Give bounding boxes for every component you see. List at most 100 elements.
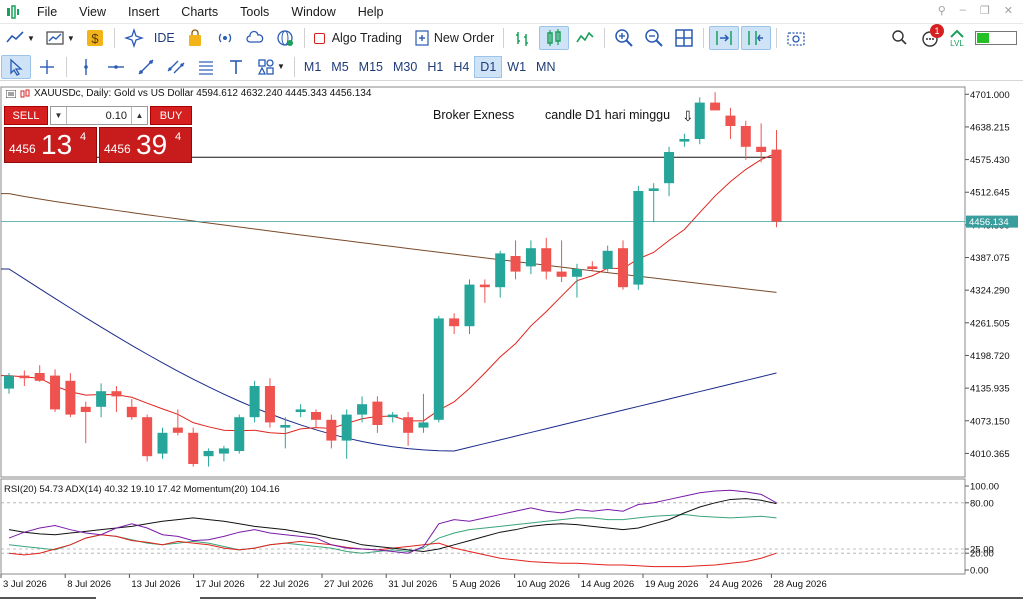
menu-help[interactable]: Help <box>357 4 384 19</box>
new-order-button[interactable]: New Order <box>408 26 498 50</box>
menu-window[interactable]: Window <box>291 4 336 19</box>
cursor-tool[interactable] <box>1 54 31 79</box>
candle <box>618 240 628 290</box>
sell-button[interactable]: SELL <box>4 106 48 125</box>
crosshair-icon <box>40 59 54 74</box>
candle <box>449 313 460 334</box>
candle-body <box>295 409 306 412</box>
pin-icon[interactable]: ⚲ <box>937 5 946 17</box>
timeframe-m15[interactable]: M15 <box>358 59 383 74</box>
down-arrow-icon[interactable]: ⇩ <box>682 108 694 124</box>
timeframe-m5[interactable]: M5 <box>331 59 349 74</box>
candle <box>34 365 45 382</box>
moving-average-blue <box>1 268 777 452</box>
time-axis-label: 5 Aug 2026 <box>452 579 500 590</box>
zoom-in-button[interactable] <box>610 26 638 50</box>
channel-tool[interactable] <box>162 55 190 79</box>
chart-type-dropdown[interactable]: ▼ <box>1 26 39 50</box>
price-chart[interactable]: 4701.0004638.2154575.4304512.6454449.860… <box>0 84 1023 601</box>
auto-scroll-button[interactable] <box>709 26 740 50</box>
vps-button[interactable] <box>241 26 269 50</box>
vertical-line-icon <box>84 58 88 75</box>
lot-size-input[interactable]: 0.10 <box>105 109 127 122</box>
template-dropdown[interactable]: ▼ <box>41 26 79 50</box>
timeframe-m30[interactable]: M30 <box>393 59 418 74</box>
shop-button[interactable] <box>181 26 209 50</box>
candle <box>341 409 352 459</box>
zoom-out-button[interactable] <box>640 26 668 50</box>
menu-charts[interactable]: Charts <box>181 4 219 19</box>
search-icon <box>892 30 907 45</box>
fibonacci-tool[interactable] <box>192 55 220 79</box>
screenshot-button[interactable] <box>782 26 810 50</box>
market-button[interactable]: $ <box>81 26 109 50</box>
tile-windows-button[interactable] <box>670 26 698 50</box>
search-button[interactable] <box>886 26 914 50</box>
candlestick-icon <box>547 29 562 46</box>
horizontal-line-icon <box>108 64 124 69</box>
timeframe-d1[interactable]: D1 <box>474 55 503 78</box>
sell-price-box[interactable]: 4456 13 4 <box>4 127 97 163</box>
candle-body <box>111 391 122 397</box>
notifications-button[interactable]: 1 <box>916 24 944 50</box>
menu-view[interactable]: View <box>79 4 107 19</box>
level-icon <box>950 29 964 38</box>
timeframe-m1[interactable]: M1 <box>303 59 322 74</box>
annotation-candle[interactable]: candle D1 hari minggu <box>545 108 671 122</box>
minimize-icon[interactable]: – <box>959 4 966 16</box>
price-axis-label: 4324.290 <box>970 286 1010 297</box>
signals-broadcast-button[interactable] <box>211 26 239 50</box>
candlestick-chart-button[interactable] <box>539 26 570 50</box>
menu-tools[interactable]: Tools <box>240 4 270 19</box>
trendline-tool[interactable] <box>132 55 160 79</box>
time-axis-label: 10 Aug 2026 <box>517 579 570 590</box>
restore-icon[interactable]: ❐ <box>979 5 990 17</box>
time-axis-label: 31 Jul 2026 <box>388 579 437 590</box>
timeframe-w1[interactable]: W1 <box>507 59 527 74</box>
candle-body <box>249 386 260 418</box>
metatrader-app-icon[interactable] <box>6 4 20 19</box>
candle-body <box>510 256 521 272</box>
candle <box>4 373 14 394</box>
increase-lot-icon[interactable]: ▲ <box>131 107 147 124</box>
menu-insert[interactable]: Insert <box>128 4 160 19</box>
bar-chart-icon <box>516 32 529 46</box>
buy-button[interactable]: BUY <box>150 106 192 125</box>
ide-button[interactable]: IDE <box>153 31 175 45</box>
menu-file[interactable]: File <box>37 4 58 19</box>
vertical-line-tool[interactable] <box>72 55 100 79</box>
close-icon[interactable]: ✕ <box>1003 5 1013 17</box>
price-axis-label: 4638.215 <box>970 122 1010 133</box>
buy-price-box[interactable]: 4456 39 4 <box>99 127 192 163</box>
community-button[interactable] <box>271 26 299 50</box>
crosshair-tool[interactable] <box>33 55 61 79</box>
lvl-button[interactable]: LVL <box>946 26 968 50</box>
candle <box>142 414 153 462</box>
candle <box>710 92 721 111</box>
candle <box>633 185 644 290</box>
chart-shift-button[interactable] <box>741 26 772 50</box>
timeframe-h1[interactable]: H1 <box>427 59 444 74</box>
lot-size-stepper[interactable]: ▼ 0.10 ▲ <box>50 106 148 125</box>
shapes-dropdown[interactable]: ▼ <box>252 55 289 79</box>
signals-button[interactable] <box>120 26 148 50</box>
fibonacci-icon <box>199 60 213 75</box>
decrease-lot-icon[interactable]: ▼ <box>51 107 67 124</box>
current-price-tag <box>966 215 1018 228</box>
chart-window[interactable]: 4701.0004638.2154575.4304512.6454449.860… <box>0 84 1023 601</box>
candle-body <box>479 284 490 288</box>
candle <box>172 409 183 436</box>
drawing-toolbar: ▼ M1 M5 M15 M30 H1 H4 D1 W1 MN <box>0 53 1023 81</box>
horizontal-line-tool[interactable] <box>102 55 130 79</box>
line-chart-button[interactable] <box>571 26 599 50</box>
time-axis-label: 14 Aug 2026 <box>581 579 634 590</box>
timeframe-mn[interactable]: MN <box>536 59 556 74</box>
bar-chart-button[interactable] <box>509 26 537 50</box>
timeframe-h4[interactable]: H4 <box>453 59 470 74</box>
annotation-broker[interactable]: Broker Exness <box>433 108 515 122</box>
chevron-down-icon: ▼ <box>277 62 285 71</box>
indicator-axis-label: 0.00 <box>970 566 989 577</box>
text-tool[interactable] <box>222 55 250 79</box>
algo-trading-button[interactable]: Algo Trading <box>310 26 406 50</box>
candle <box>571 263 582 298</box>
